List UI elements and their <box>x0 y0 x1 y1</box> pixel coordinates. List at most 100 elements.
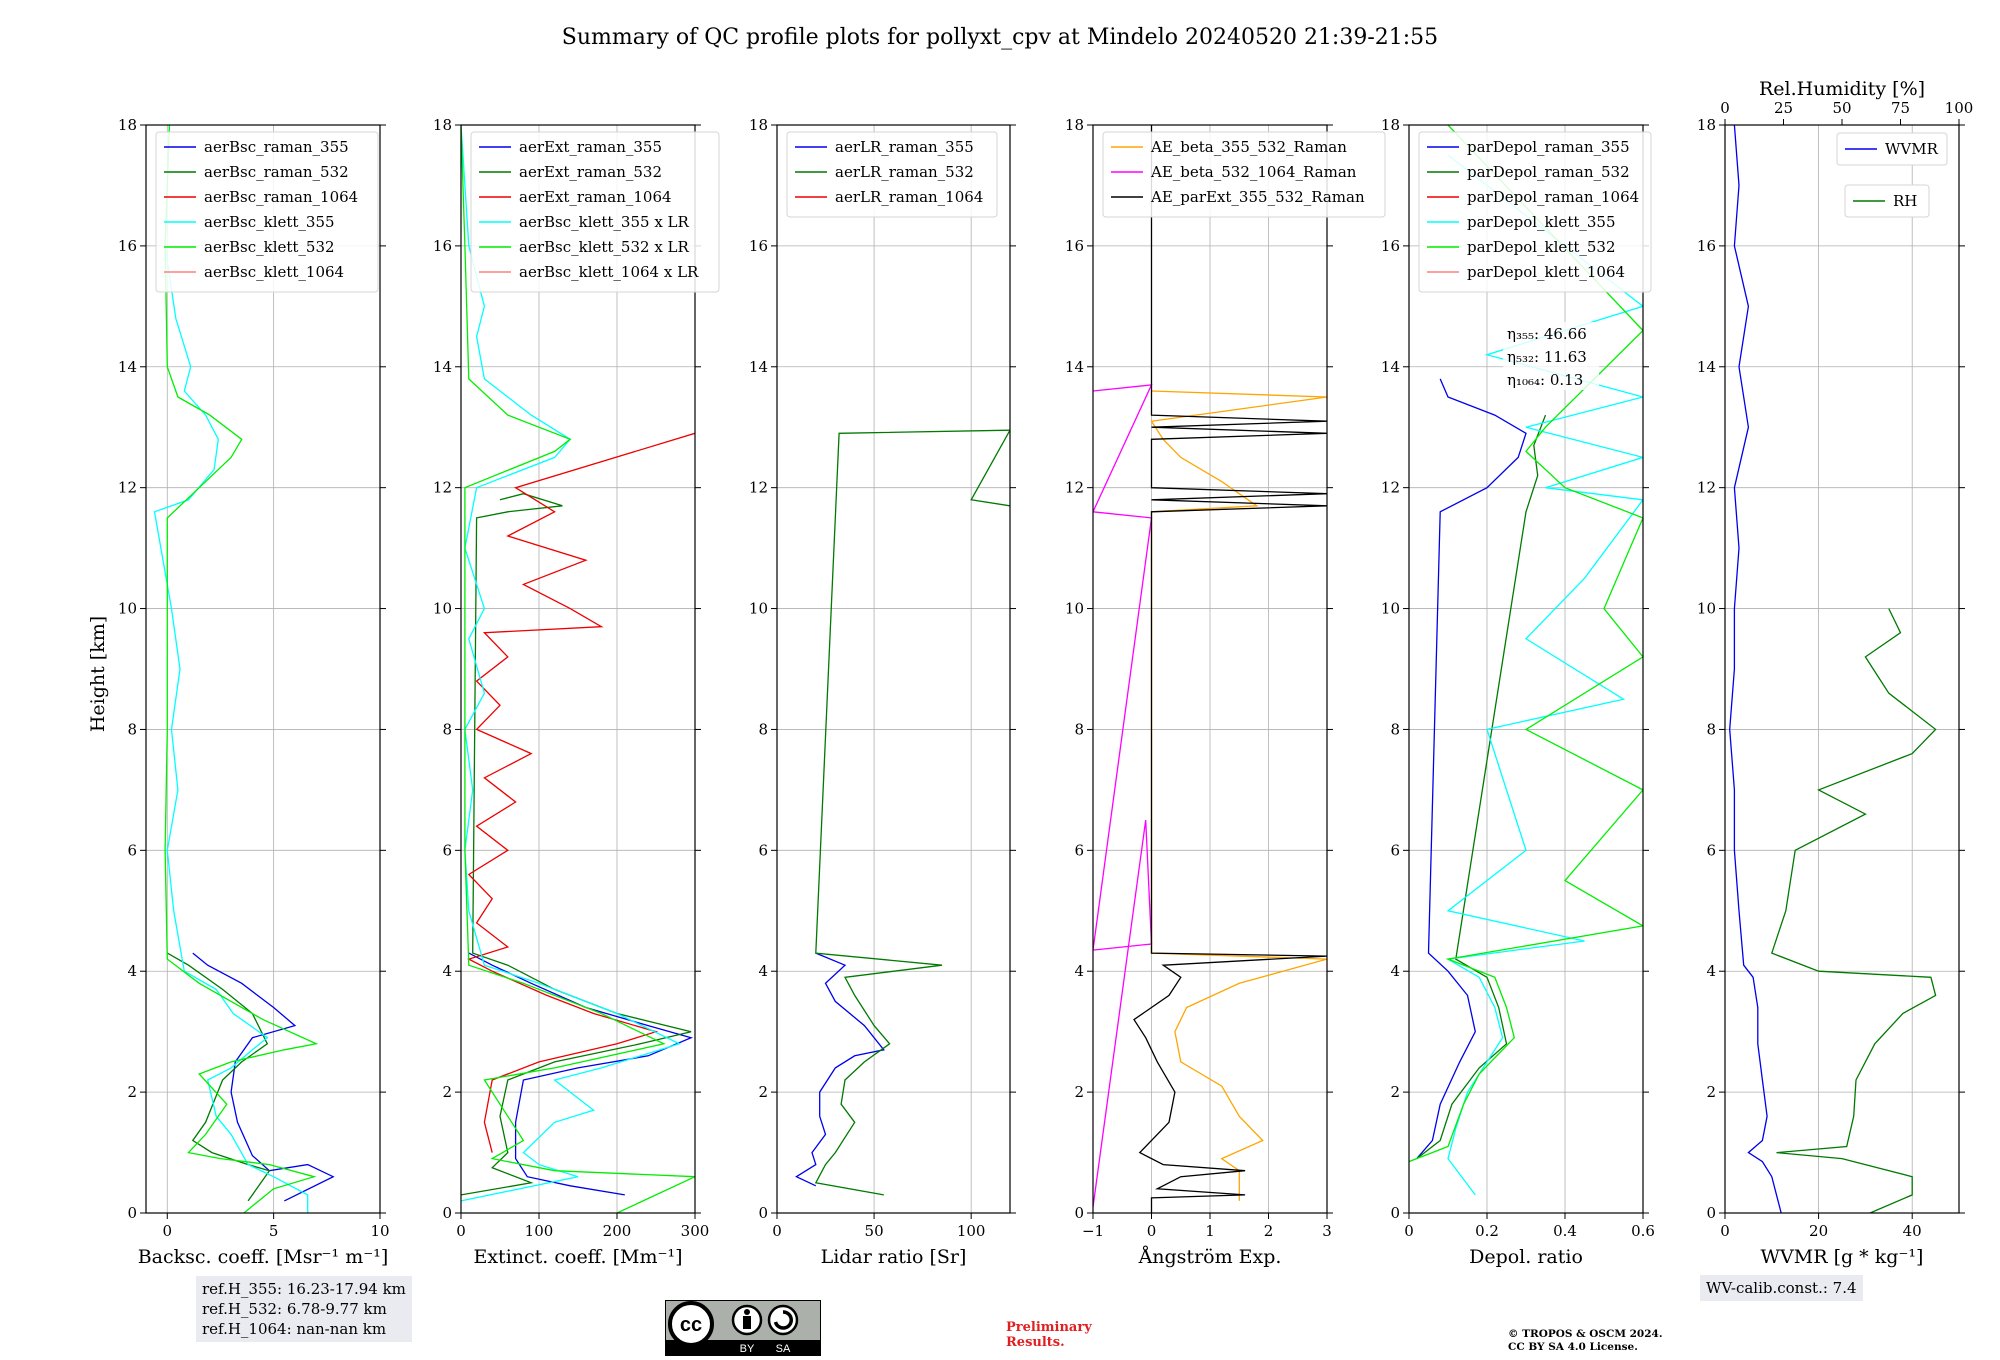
legend-entry: aerBsc_klett_355 <box>204 213 335 231</box>
series-line-WVMR <box>1729 125 1782 1213</box>
x-tick-label: 1 <box>1205 1222 1215 1240</box>
cc-by-sa-icon: cc BY SA <box>665 1300 821 1356</box>
y-tick-label: 12 <box>433 479 452 497</box>
y-tick-label: 2 <box>758 1083 768 1101</box>
y-tick-label: 18 <box>1697 116 1716 134</box>
legend-entry: parDepol_klett_355 <box>1467 213 1616 231</box>
series-line-aerLR_raman_532 <box>814 429 1010 1196</box>
series-line-aerExt_raman_355 <box>468 952 694 1196</box>
x-tick-label: 0 <box>162 1222 172 1240</box>
y-tick-label: 2 <box>1074 1083 1084 1101</box>
x-tick-label: 0 <box>772 1222 782 1240</box>
legend-entry: AE_beta_532_1064_Raman <box>1150 163 1357 181</box>
legend-entry: aerLR_raman_532 <box>835 163 974 181</box>
legend-entry: WVMR <box>1885 140 1939 158</box>
x-tick-label: 0.4 <box>1553 1222 1577 1240</box>
legend-entry: parDepol_raman_355 <box>1467 138 1630 156</box>
y-tick-label: 6 <box>442 841 452 859</box>
x-tick-label: 100 <box>525 1222 554 1240</box>
y-tick-label: 4 <box>1706 962 1716 980</box>
series-line-parDepol_raman_355 <box>1416 378 1527 1160</box>
svg-text:cc: cc <box>680 1314 702 1336</box>
series-line-aerLR_raman_355 <box>795 952 885 1187</box>
series-group <box>461 125 695 1213</box>
ref-height-355: ref.H_355: 16.23-17.94 km <box>202 1280 406 1298</box>
x-axis-label: Depol. ratio <box>1469 1246 1583 1268</box>
y-tick-label: 2 <box>127 1083 137 1101</box>
y-tick-label: 10 <box>433 600 452 618</box>
x-tick-label: 20 <box>1809 1222 1828 1240</box>
y-tick-label: 16 <box>1697 237 1716 255</box>
series-line-aerBsc_klett_532 x LR <box>461 125 695 1213</box>
y-axis-label: Height [km] <box>87 616 109 732</box>
y-tick-label: 2 <box>442 1083 452 1101</box>
x-axis-label: Lidar ratio [Sr] <box>821 1246 967 1268</box>
series-group <box>795 429 1010 1196</box>
y-tick-label: 10 <box>1381 600 1400 618</box>
y-tick-label: 8 <box>442 720 452 738</box>
y-tick-label: 10 <box>118 600 137 618</box>
legend-entry: aerBsc_raman_1064 <box>204 188 358 206</box>
x-tick-label: −1 <box>1082 1222 1104 1240</box>
axes-frame <box>460 124 696 1214</box>
legend-entry: aerBsc_raman_355 <box>204 138 349 156</box>
panel-1: 0 2 4 6 8 10 12 14 16 18 0 5 10 Backsc. coeff. [Msr⁻¹… <box>118 116 390 1268</box>
y-tick-label: 6 <box>1074 841 1084 859</box>
legend-entry: aerExt_raman_1064 <box>519 188 672 206</box>
series-line-parDepol_klett_355 <box>1446 154 1643 1196</box>
series-group <box>1729 125 1937 1213</box>
panel-2: 0 2 4 6 8 10 12 14 16 18 0 100 200 300 Extinct. coeff.… <box>433 116 720 1268</box>
series-group <box>1093 125 1327 1213</box>
x2-tick-label: 75 <box>1891 99 1910 117</box>
y-tick-label: 4 <box>442 962 452 980</box>
x2-tick-label: 50 <box>1832 99 1851 117</box>
x-tick-label: 200 <box>603 1222 632 1240</box>
y-tick-label: 0 <box>1390 1204 1400 1222</box>
series-line-AE_beta_355_532_Raman <box>1150 390 1327 1201</box>
legend-entry: aerBsc_klett_1064 x LR <box>519 263 699 281</box>
y-tick-label: 14 <box>1697 358 1716 376</box>
legend-entry: AE_parExt_355_532_Raman <box>1150 188 1365 206</box>
y-tick-label: 6 <box>758 841 768 859</box>
legend-entry: parDepol_raman_1064 <box>1467 188 1639 206</box>
x-axis-label: Ångström Exp. <box>1138 1246 1282 1268</box>
series-line-aerBsc_raman_532 <box>166 952 271 1202</box>
y-tick-label: 0 <box>1074 1204 1084 1222</box>
legend-box <box>1102 131 1386 218</box>
series-group <box>153 125 335 1213</box>
series-line-AE_parExt_355_532_Raman <box>1133 125 1327 1213</box>
panel-5: 0 2 4 6 8 10 12 14 16 18 0 0.2 0.4 0.6 Depol. ratio par… <box>1381 116 1655 1268</box>
y-tick-label: 14 <box>1381 358 1400 376</box>
legend-entry: RH <box>1893 192 1917 210</box>
legend-entry: aerLR_raman_355 <box>835 138 974 156</box>
y-tick-label: 18 <box>433 116 452 134</box>
series-line-aerBsc_klett_355 x LR <box>461 125 682 1202</box>
y-tick-label: 0 <box>1706 1204 1716 1222</box>
ref-height-box: ref.H_355: 16.23-17.94 km ref.H_532: 6.7… <box>196 1276 412 1342</box>
x-tick-label: 2 <box>1264 1222 1274 1240</box>
x-axis-label: WVMR [g * kg⁻¹] <box>1761 1246 1924 1268</box>
x-tick-label: 0 <box>1720 1222 1730 1240</box>
x-tick-label: 50 <box>865 1222 884 1240</box>
y-tick-label: 14 <box>1065 358 1084 376</box>
legend-entry: aerBsc_klett_532 x LR <box>519 238 690 256</box>
y-tick-label: 14 <box>118 358 137 376</box>
series-line-aerExt_raman_532 <box>461 493 692 1196</box>
x2-tick-label: 25 <box>1774 99 1793 117</box>
x-tick-label: 0.6 <box>1631 1222 1655 1240</box>
legend-entry: parDepol_klett_532 <box>1467 238 1616 256</box>
legend-box <box>1418 131 1652 293</box>
x-tick-label: 0.2 <box>1475 1222 1499 1240</box>
y-tick-label: 0 <box>127 1204 137 1222</box>
axes-frame <box>776 124 1011 1214</box>
y-tick-label: 16 <box>1065 237 1084 255</box>
series-line-aerBsc_raman_355 <box>192 952 335 1202</box>
legend-box <box>470 131 720 293</box>
y-tick-label: 18 <box>749 116 768 134</box>
series-line-aerBsc_klett_355 <box>153 125 309 1213</box>
y-tick-label: 12 <box>1065 479 1084 497</box>
y-tick-label: 0 <box>758 1204 768 1222</box>
y-tick-label: 0 <box>442 1204 452 1222</box>
